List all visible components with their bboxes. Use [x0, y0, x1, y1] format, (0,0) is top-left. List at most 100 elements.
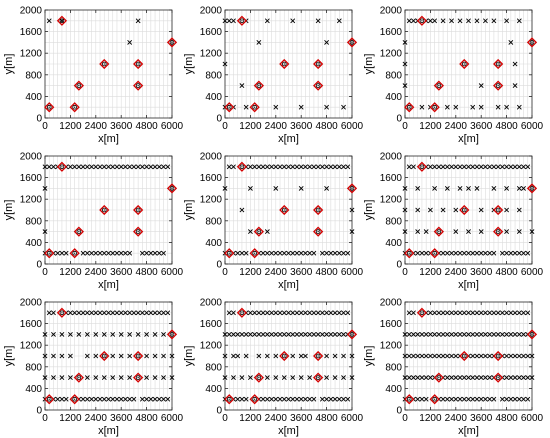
- cross-marker: [478, 353, 484, 359]
- cross-marker: [127, 331, 133, 337]
- cross-marker: [239, 396, 245, 402]
- cross-marker: [260, 250, 266, 256]
- target-marker: [459, 350, 470, 362]
- cross-marker: [231, 331, 236, 337]
- cross-marker: [478, 207, 484, 213]
- cross-marker: [106, 250, 111, 256]
- y-axis-label: y[m]: [3, 346, 15, 367]
- cross-marker: [281, 164, 287, 170]
- cross-marker: [415, 396, 421, 402]
- cross-marker: [419, 250, 425, 256]
- cross-marker: [453, 164, 459, 170]
- target-marker: [73, 372, 84, 383]
- cross-marker: [461, 250, 467, 256]
- cross-marker: [411, 164, 416, 170]
- cross-marker: [303, 331, 308, 337]
- cross-marker: [51, 331, 56, 337]
- cross-marker: [264, 18, 270, 24]
- target-series: [404, 15, 538, 113]
- cross-marker: [406, 331, 412, 337]
- cross-marker: [466, 185, 471, 191]
- cross-marker: [281, 331, 287, 337]
- cross-marker: [487, 375, 493, 381]
- cross-marker: [324, 310, 330, 316]
- cross-marker: [419, 104, 425, 110]
- cross-marker: [516, 229, 522, 235]
- cross-marker: [239, 83, 245, 89]
- y-tick-label: 1200: [200, 341, 223, 352]
- cross-marker: [264, 164, 270, 170]
- cross-marker: [131, 396, 137, 402]
- cross-marker: [114, 164, 120, 170]
- target-marker: [69, 394, 80, 405]
- target-marker: [416, 15, 428, 26]
- cross-marker: [89, 396, 94, 402]
- cross-marker: [499, 250, 505, 256]
- cross-marker: [273, 250, 279, 256]
- cross-marker: [423, 331, 429, 337]
- y-tick-label: 1600: [200, 27, 223, 38]
- cross-marker: [290, 164, 296, 170]
- cross-marker: [315, 164, 321, 170]
- target-marker: [249, 248, 260, 259]
- y-tick-label: 0: [396, 406, 402, 417]
- x-tick-label: 2400: [445, 121, 468, 132]
- cross-marker: [427, 375, 433, 381]
- y-tick-label: 2000: [380, 152, 403, 163]
- y-tick-label: 800: [385, 362, 402, 373]
- cross-marker: [169, 353, 175, 359]
- cross-marker: [440, 353, 446, 359]
- cross-marker: [449, 396, 454, 402]
- cross-marker: [427, 310, 433, 316]
- cross-marker: [252, 164, 258, 170]
- cross-marker: [478, 250, 484, 256]
- cross-marker: [432, 331, 438, 337]
- cross-marker: [427, 18, 433, 24]
- cross-marker: [256, 353, 262, 359]
- x-tick-label: 1200: [59, 267, 82, 278]
- x-tick-label: 3600: [290, 267, 313, 278]
- cross-marker: [336, 331, 342, 337]
- cross-marker: [55, 396, 61, 402]
- cross-marker: [411, 375, 416, 381]
- target-marker: [99, 204, 110, 216]
- cross-marker: [415, 207, 421, 213]
- cross-marker: [298, 250, 304, 256]
- cross-marker: [89, 164, 94, 170]
- cross-marker: [406, 353, 412, 359]
- y-tick-label: 0: [36, 260, 42, 271]
- cross-marker: [402, 83, 408, 89]
- cross-marker: [281, 250, 287, 256]
- cross-marker: [152, 250, 158, 256]
- cross-marker: [84, 250, 90, 256]
- cross-marker: [512, 310, 518, 316]
- cross-marker: [423, 250, 429, 256]
- cross-marker: [328, 310, 334, 316]
- cross-marker: [269, 164, 274, 170]
- cross-marker: [449, 353, 454, 359]
- cross-marker: [67, 353, 73, 359]
- cross-marker: [84, 164, 90, 170]
- cross-marker: [226, 310, 232, 316]
- cross-marker: [436, 331, 442, 337]
- cross-marker: [466, 164, 471, 170]
- x-tick-label: 0: [402, 413, 408, 424]
- cross-marker: [504, 353, 510, 359]
- target-marker: [459, 58, 470, 70]
- cross-marker: [341, 353, 346, 359]
- cross-marker: [491, 164, 497, 170]
- target-series: [404, 307, 538, 405]
- cross-marker: [487, 353, 493, 359]
- x-axis-label: x[m]: [278, 133, 299, 145]
- target-marker: [166, 183, 178, 194]
- cross-marker: [512, 375, 518, 381]
- x-tick-label: 2400: [265, 413, 288, 424]
- cross-marker: [135, 18, 141, 24]
- x-tick-label: 2400: [445, 413, 468, 424]
- cross-marker: [516, 18, 522, 24]
- cross-marker: [118, 375, 124, 381]
- cross-marker: [521, 353, 526, 359]
- cross-marker: [247, 375, 253, 381]
- cross-marker: [319, 331, 325, 337]
- target-marker: [133, 226, 144, 237]
